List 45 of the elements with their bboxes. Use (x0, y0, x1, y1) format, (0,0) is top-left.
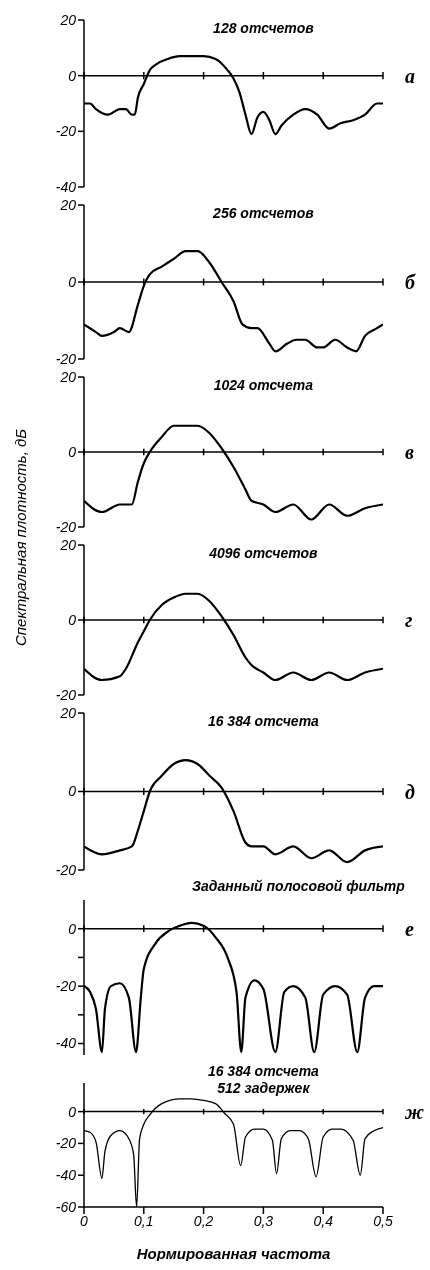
chart-title: 16 384 отсчета (206, 713, 320, 729)
x-tick-label: 0 (80, 1212, 89, 1229)
y-tick-label: -20 (55, 518, 77, 535)
text: б (405, 271, 415, 294)
x-tick-label: 0,4 (313, 1212, 334, 1229)
y-tick-label: -60 (55, 1198, 77, 1215)
y-tick-label: -40 (55, 178, 77, 195)
text: ж (405, 1100, 425, 1124)
text: г (405, 609, 413, 632)
y-tick-label: 20 (59, 704, 77, 721)
x-tick-label: 0,1 (134, 1212, 154, 1229)
y-tick-label: -40 (55, 1167, 77, 1184)
y-tick-label: -20 (55, 861, 77, 878)
text: д (405, 780, 415, 804)
y-tick-label: 0 (68, 611, 77, 628)
x-tick-label: 0,2 (193, 1212, 214, 1229)
y-tick-label: 0 (68, 1103, 77, 1120)
y-tick-label: 20 (59, 196, 77, 213)
y-tick-label: 0 (68, 783, 77, 800)
x-tick-label: 0,3 (253, 1212, 274, 1229)
chart-title: 256 отсчетов (212, 205, 315, 221)
y-tick-label: 20 (59, 11, 77, 28)
text: а (405, 64, 415, 88)
text: е (405, 917, 414, 941)
y-tick-label: 0 (68, 443, 77, 460)
y-tick-label: -20 (55, 1135, 77, 1152)
x-tick-label: 0,5 (373, 1212, 393, 1229)
chart-title: 128 отсчетов (212, 20, 315, 36)
chart-title: 1024 отсчета (212, 377, 315, 393)
y-tick-label: 0 (68, 920, 77, 937)
chart-subtitle: 512 задержек (216, 1080, 311, 1096)
y-tick-label: -40 (55, 1035, 77, 1052)
y-tick-label: 0 (68, 273, 77, 290)
text: в (405, 441, 414, 464)
y-tick-label: -20 (55, 350, 77, 367)
y-axis-title: Спектральная плотность, дБ (11, 427, 29, 649)
y-tick-label: -20 (55, 978, 77, 995)
y-tick-label: -20 (55, 686, 77, 703)
y-tick-label: 20 (59, 368, 77, 385)
chart-title: 16 384 отсчета (206, 1063, 320, 1079)
y-tick-label: 20 (59, 536, 77, 553)
y-tick-label: -20 (55, 123, 77, 140)
chart-title: 4096 отсчетов (208, 545, 319, 561)
y-tick-label: 0 (68, 67, 77, 84)
chart-title: Заданный полосовой фильтр (191, 878, 406, 894)
